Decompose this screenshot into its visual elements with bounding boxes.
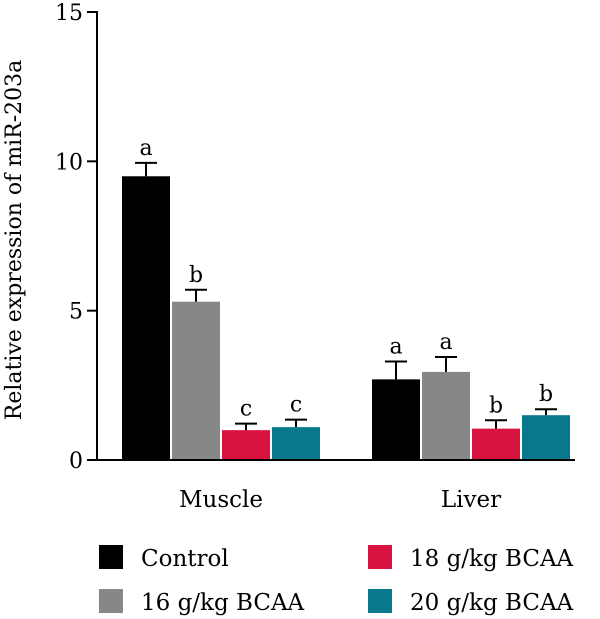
bar	[422, 371, 470, 460]
significance-letter: a	[439, 330, 452, 355]
significance-letter: a	[389, 334, 402, 359]
x-tick-label: Muscle	[179, 487, 263, 513]
y-axis-title: Relative expression of miR-203a	[2, 60, 27, 421]
legend-swatch	[99, 545, 123, 569]
y-tick-label: 10	[55, 150, 83, 175]
significance-letter: b	[539, 382, 553, 407]
significance-letter: b	[189, 263, 203, 288]
legend-label: Control	[141, 546, 229, 572]
bar	[272, 427, 320, 460]
x-tick-label: Liver	[441, 487, 501, 513]
significance-letter: c	[240, 397, 252, 422]
legend: Control 16 g/kg BCAA 18 g/kg BCAA 20 g/kg B…	[99, 545, 574, 616]
bar	[372, 379, 420, 460]
y-tick-label: 5	[69, 300, 83, 325]
bar	[172, 301, 220, 460]
legend-swatch	[99, 589, 123, 613]
legend-label: 18 g/kg BCAA	[410, 546, 574, 572]
bar	[122, 176, 170, 460]
x-axis: Muscle Liver	[96, 459, 575, 513]
y-axis: 0 5 10 15	[55, 1, 98, 474]
legend-label: 16 g/kg BCAA	[141, 590, 305, 616]
bar	[522, 415, 570, 460]
significance-letter: b	[489, 393, 503, 418]
y-tick-label: 15	[55, 1, 83, 26]
bar	[472, 428, 520, 460]
legend-swatch	[368, 545, 392, 569]
bars: a b c c a a b b	[122, 136, 570, 460]
legend-swatch	[368, 589, 392, 613]
significance-letter: a	[139, 136, 152, 161]
y-tick-label: 0	[69, 449, 83, 474]
bar	[222, 430, 270, 460]
legend-label: 20 g/kg BCAA	[410, 590, 574, 616]
significance-letter: c	[290, 393, 302, 418]
